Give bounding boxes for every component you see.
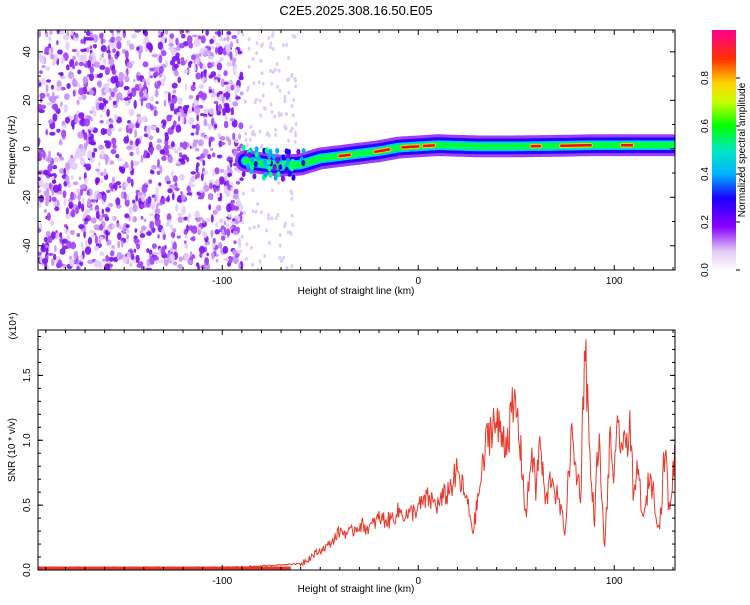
colorbar-gradient	[712, 30, 736, 270]
spectrogram-x-tick-label: 100	[606, 276, 623, 287]
colorbar: 0.0 0.2 0.4 0.6 0.8 Normalized spectral ampl…	[700, 30, 748, 277]
snr-axes: -100 0 100 0.0 0.5 1.0 1.5	[22, 330, 675, 587]
spectrogram-y-tick-label: -40	[22, 238, 33, 253]
spectrogram-noise-speckle	[38, 30, 298, 270]
colorbar-tick-label: 0.0	[700, 263, 711, 277]
snr-x-tick-label: 0	[415, 576, 421, 587]
colorbar-tick-label: 0.6	[700, 119, 711, 133]
snr-x-tick-label: 100	[606, 576, 623, 587]
snr-y-tick-label: 1.5	[22, 368, 33, 382]
snr-series-line	[38, 339, 675, 570]
snr-ylabel: SNR (10 * v/v)	[7, 418, 18, 482]
spectrogram-x-tick-label: -100	[212, 276, 232, 287]
snr-xlabel: Height of straight line (km)	[298, 584, 415, 595]
snr-y-tick-label: 0.5	[22, 498, 33, 512]
colorbar-tick-label: 0.4	[700, 167, 711, 181]
snr-x-tick-label: -100	[212, 576, 232, 587]
colorbar-tick-label: 0.2	[700, 215, 711, 229]
spectrogram-marks	[38, 30, 675, 270]
spectrogram-y-tick-label: 20	[22, 94, 33, 106]
snr-y-tick-label: 1.0	[22, 433, 33, 447]
spectrogram-y-tick-label: 40	[22, 46, 33, 58]
spectrogram-y-tick-label: 0	[22, 146, 33, 152]
figure-title: C2E5.2025.308.16.50.E05	[279, 3, 432, 18]
colorbar-label: Normalized spectral amplitude	[737, 82, 748, 217]
snr-panel: -100 0 100 0.0 0.5 1.0 1.5 (x10⁴) Height of st…	[7, 312, 676, 595]
spectrogram-ridge	[234, 134, 675, 182]
snr-frame	[37, 329, 676, 571]
spectrogram-ylabel: Frequency (Hz)	[7, 116, 18, 185]
spectrogram-x-tick-label: 0	[415, 276, 421, 287]
spectrogram-panel: -100 0 100 -40 -20 0 20 40 Height of straight l…	[7, 29, 676, 297]
spectrogram-y-tick-label: -20	[22, 190, 33, 205]
spectrogram-frame	[37, 29, 676, 271]
colorbar-ticks: 0.0 0.2 0.4 0.6 0.8	[700, 71, 740, 277]
snr-multiplier: (x10⁴)	[8, 312, 19, 339]
spectrogram-axes: -100 0 100 -40 -20 0 20 40	[22, 30, 675, 287]
colorbar-tick-label: 0.8	[700, 71, 711, 85]
snr-y-tick-label: 0.0	[22, 563, 33, 577]
spectrogram-xlabel: Height of straight line (km)	[298, 286, 415, 297]
